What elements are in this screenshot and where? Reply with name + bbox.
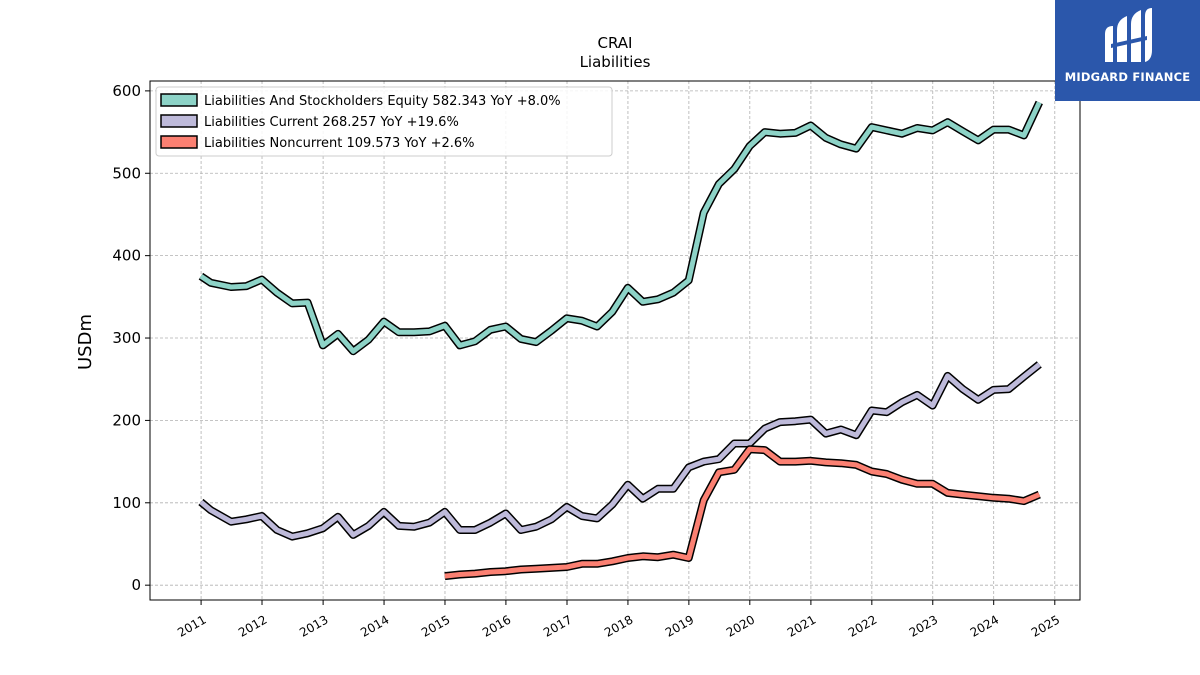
- legend-label: Liabilities And Stockholders Equity 582.…: [204, 94, 561, 109]
- x-tick-label: 2014: [358, 612, 391, 639]
- x-tick-label: 2018: [602, 612, 635, 639]
- x-tick-label: 2011: [175, 612, 208, 639]
- x-tick-label: 2019: [663, 612, 696, 639]
- series-2: [444, 445, 1041, 581]
- series-line-outline: [198, 361, 1042, 541]
- legend-swatch: [160, 114, 198, 128]
- x-tick-label: 2013: [297, 612, 330, 639]
- x-tick-label: 2025: [1029, 612, 1062, 639]
- x-tick-label: 2024: [968, 612, 1001, 639]
- series-line: [444, 446, 1041, 579]
- legend-swatch: [160, 93, 198, 107]
- y-axis: 0 100 200 300 400 500 600: [112, 82, 150, 594]
- logo: MIDGARD FINANCE: [1055, 0, 1200, 101]
- legend: Liabilities And Stockholders Equity 582.…: [155, 86, 613, 157]
- legend-item: Liabilities And Stockholders Equity 582.…: [160, 93, 561, 109]
- logo-icon: [1105, 8, 1152, 62]
- x-tick-label: 2023: [907, 612, 940, 639]
- x-tick-label: 2020: [724, 612, 757, 639]
- y-tick-label: 200: [112, 411, 141, 429]
- series-line: [199, 101, 1042, 354]
- x-tick-label: 2021: [785, 612, 818, 639]
- legend-item: Liabilities Noncurrent 109.573 YoY +2.6%: [160, 135, 475, 151]
- legend-item: Liabilities Current 268.257 YoY +19.6%: [160, 114, 459, 130]
- chart-subtitle: Liabilities: [580, 53, 651, 71]
- x-tick-label: 2022: [846, 612, 879, 639]
- series-line-outline: [444, 445, 1041, 581]
- series-line: [199, 362, 1041, 540]
- series-layer: [198, 100, 1043, 581]
- legend-swatch: [160, 135, 198, 149]
- x-tick-label: 2017: [541, 612, 574, 639]
- y-tick-label: 100: [112, 494, 141, 512]
- chart-title: CRAI: [598, 34, 633, 52]
- x-tick-label: 2016: [480, 612, 513, 639]
- x-tick-label: 2015: [419, 612, 452, 639]
- series-0: [198, 100, 1043, 356]
- grid: [150, 81, 1080, 600]
- y-tick-label: 600: [112, 82, 141, 100]
- y-tick-label: 0: [131, 576, 141, 594]
- y-tick-label: 300: [112, 329, 141, 347]
- legend-label: Liabilities Noncurrent 109.573 YoY +2.6%: [204, 136, 475, 151]
- y-tick-label: 500: [112, 164, 141, 182]
- series-1: [198, 361, 1042, 541]
- x-axis: 2011 2012 2013 2014 2015 2016 2017 2018 2019 2020…: [175, 600, 1062, 640]
- plot-frame: [149, 80, 1081, 601]
- legend-label: Liabilities Current 268.257 YoY +19.6%: [204, 115, 459, 130]
- x-tick-label: 2012: [236, 612, 269, 639]
- y-tick-label: 400: [112, 247, 141, 265]
- legend-box: [155, 86, 613, 157]
- y-axis-label: USDm: [75, 314, 96, 370]
- logo-text: MIDGARD FINANCE: [1064, 70, 1191, 84]
